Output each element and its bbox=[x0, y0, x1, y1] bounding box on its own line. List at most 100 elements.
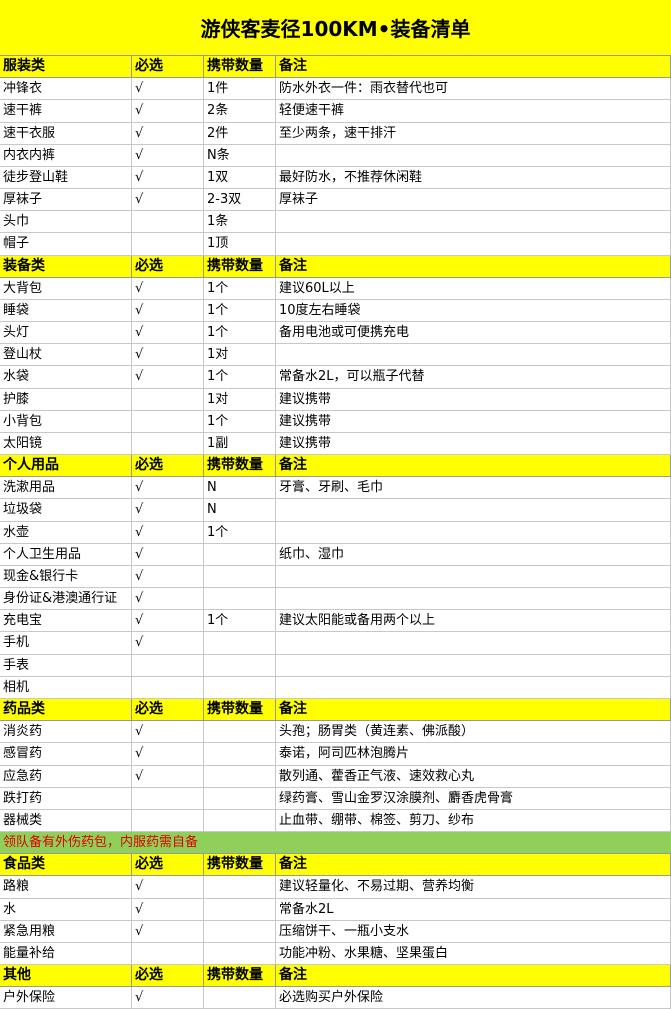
item-cell: 速干裤 bbox=[0, 100, 132, 123]
item-cell: 散列通、藿香正气液、速效救心丸 bbox=[276, 765, 671, 788]
item-row: 速干裤 √ 2条 轻便速干裤 bbox=[0, 100, 671, 123]
item-cell: 1件 bbox=[204, 78, 276, 101]
item-cell: 大背包 bbox=[0, 277, 132, 300]
item-row: 水袋 √ 1个 常备水2L，可以瓶子代替 bbox=[0, 366, 671, 389]
item-cell: 纸巾、湿巾 bbox=[276, 543, 671, 566]
item-cell: 备用电池或可便携充电 bbox=[276, 322, 671, 345]
section-header-row: 食品类 必选 携带数量 备注 bbox=[0, 854, 671, 877]
item-cell bbox=[132, 654, 204, 677]
item-cell bbox=[204, 676, 276, 699]
item-cell: 1个 bbox=[204, 610, 276, 633]
item-cell: √ bbox=[132, 144, 204, 167]
item-cell: 压缩饼干、一瓶小支水 bbox=[276, 920, 671, 943]
section-header-row: 药品类 必选 携带数量 备注 bbox=[0, 698, 671, 722]
header-cell: 服装类 bbox=[0, 56, 132, 79]
item-cell: 紧急用粮 bbox=[0, 920, 132, 943]
item-cell: √ bbox=[132, 100, 204, 123]
item-row: 感冒药 √ 泰诺，阿司匹林泡腾片 bbox=[0, 743, 671, 766]
item-cell bbox=[204, 876, 276, 899]
header-cell: 必选 bbox=[132, 56, 204, 79]
item-cell: √ bbox=[132, 344, 204, 367]
item-cell: 感冒药 bbox=[0, 743, 132, 766]
header-cell: 装备类 bbox=[0, 255, 132, 278]
item-row: 头巾 1条 bbox=[0, 211, 671, 234]
item-cell: 厚袜子 bbox=[276, 189, 671, 212]
item-cell bbox=[276, 233, 671, 256]
header-cell: 必选 bbox=[132, 698, 204, 722]
item-row: 头灯 √ 1个 备用电池或可便携充电 bbox=[0, 322, 671, 345]
item-cell: √ bbox=[132, 721, 204, 744]
item-cell bbox=[276, 521, 671, 544]
item-row: 睡袋 √ 1个 10度左右睡袋 bbox=[0, 299, 671, 323]
item-cell: 速干衣服 bbox=[0, 122, 132, 145]
header-cell: 备注 bbox=[276, 698, 671, 722]
item-row: 洗漱用品 √ N 牙膏、牙刷、毛巾 bbox=[0, 477, 671, 500]
item-row: 器械类 止血带、绷带、棉签、剪刀、纱布 bbox=[0, 809, 671, 833]
item-cell: 充电宝 bbox=[0, 610, 132, 633]
item-cell: 洗漱用品 bbox=[0, 477, 132, 500]
item-row: 路粮 √ 建议轻量化、不易过期、营养均衡 bbox=[0, 876, 671, 899]
header-cell: 药品类 bbox=[0, 698, 132, 722]
item-cell: 常备水2L bbox=[276, 898, 671, 921]
item-cell: 1条 bbox=[204, 211, 276, 234]
item-cell bbox=[132, 676, 204, 699]
item-cell: 轻便速干裤 bbox=[276, 100, 671, 123]
item-cell: 绿药膏、雪山金罗汉涂膜剂、麝香虎骨膏 bbox=[276, 787, 671, 810]
item-cell: 个人卫生用品 bbox=[0, 543, 132, 566]
item-row: 紧急用粮 √ 压缩饼干、一瓶小支水 bbox=[0, 920, 671, 943]
item-row: 厚袜子 √ 2-3双 厚袜子 bbox=[0, 189, 671, 212]
item-cell: 牙膏、牙刷、毛巾 bbox=[276, 477, 671, 500]
item-row: 帽子 1顶 bbox=[0, 233, 671, 256]
item-cell: 冲锋衣 bbox=[0, 78, 132, 101]
item-cell: 2条 bbox=[204, 100, 276, 123]
item-cell: √ bbox=[132, 543, 204, 566]
item-cell: 户外保险 bbox=[0, 987, 132, 1010]
item-cell: 10度左右睡袋 bbox=[276, 299, 671, 323]
item-row: 冲锋衣 √ 1件 防水外衣一件：雨衣替代也可 bbox=[0, 78, 671, 101]
item-row: 相机 bbox=[0, 676, 671, 699]
item-cell: 厚袜子 bbox=[0, 189, 132, 212]
item-cell: 1个 bbox=[204, 366, 276, 389]
item-cell bbox=[204, 743, 276, 766]
item-cell: 建议轻量化、不易过期、营养均衡 bbox=[276, 876, 671, 899]
item-cell: 建议携带 bbox=[276, 388, 671, 411]
item-cell bbox=[132, 432, 204, 456]
item-cell: 泰诺，阿司匹林泡腾片 bbox=[276, 743, 671, 766]
header-cell: 携带数量 bbox=[204, 255, 276, 278]
item-cell bbox=[132, 942, 204, 966]
item-cell bbox=[204, 632, 276, 655]
item-cell bbox=[276, 144, 671, 167]
item-cell bbox=[204, 787, 276, 810]
item-cell bbox=[276, 676, 671, 699]
item-cell bbox=[276, 565, 671, 589]
item-cell: √ bbox=[132, 277, 204, 300]
note-row: 领队备有外伤药包，内服药需自备 bbox=[0, 832, 671, 855]
header-cell: 携带数量 bbox=[204, 698, 276, 722]
item-cell bbox=[276, 211, 671, 234]
item-cell bbox=[276, 499, 671, 522]
header-cell: 携带数量 bbox=[204, 455, 276, 478]
item-cell: 消炎药 bbox=[0, 721, 132, 744]
item-row: 充电宝 √ 1个 建议太阳能或备用两个以上 bbox=[0, 610, 671, 633]
header-cell: 备注 bbox=[276, 255, 671, 278]
item-cell: 建议太阳能或备用两个以上 bbox=[276, 610, 671, 633]
item-cell: √ bbox=[132, 366, 204, 389]
item-row: 个人卫生用品 √ 纸巾、湿巾 bbox=[0, 543, 671, 566]
item-cell: 1顶 bbox=[204, 233, 276, 256]
item-cell: √ bbox=[132, 876, 204, 899]
item-cell: √ bbox=[132, 166, 204, 190]
section-header-row: 服装类 必选 携带数量 备注 bbox=[0, 56, 671, 79]
item-cell: N bbox=[204, 499, 276, 522]
item-cell: 建议携带 bbox=[276, 432, 671, 456]
item-cell: 至少两条，速干排汗 bbox=[276, 122, 671, 145]
header-cell: 必选 bbox=[132, 854, 204, 877]
item-cell bbox=[204, 543, 276, 566]
item-cell: √ bbox=[132, 898, 204, 921]
header-cell: 其他 bbox=[0, 965, 132, 988]
item-cell: √ bbox=[132, 521, 204, 544]
item-cell: √ bbox=[132, 322, 204, 345]
header-cell: 必选 bbox=[132, 255, 204, 278]
item-cell: 手表 bbox=[0, 654, 132, 677]
item-cell: 建议60L以上 bbox=[276, 277, 671, 300]
item-cell bbox=[204, 898, 276, 921]
